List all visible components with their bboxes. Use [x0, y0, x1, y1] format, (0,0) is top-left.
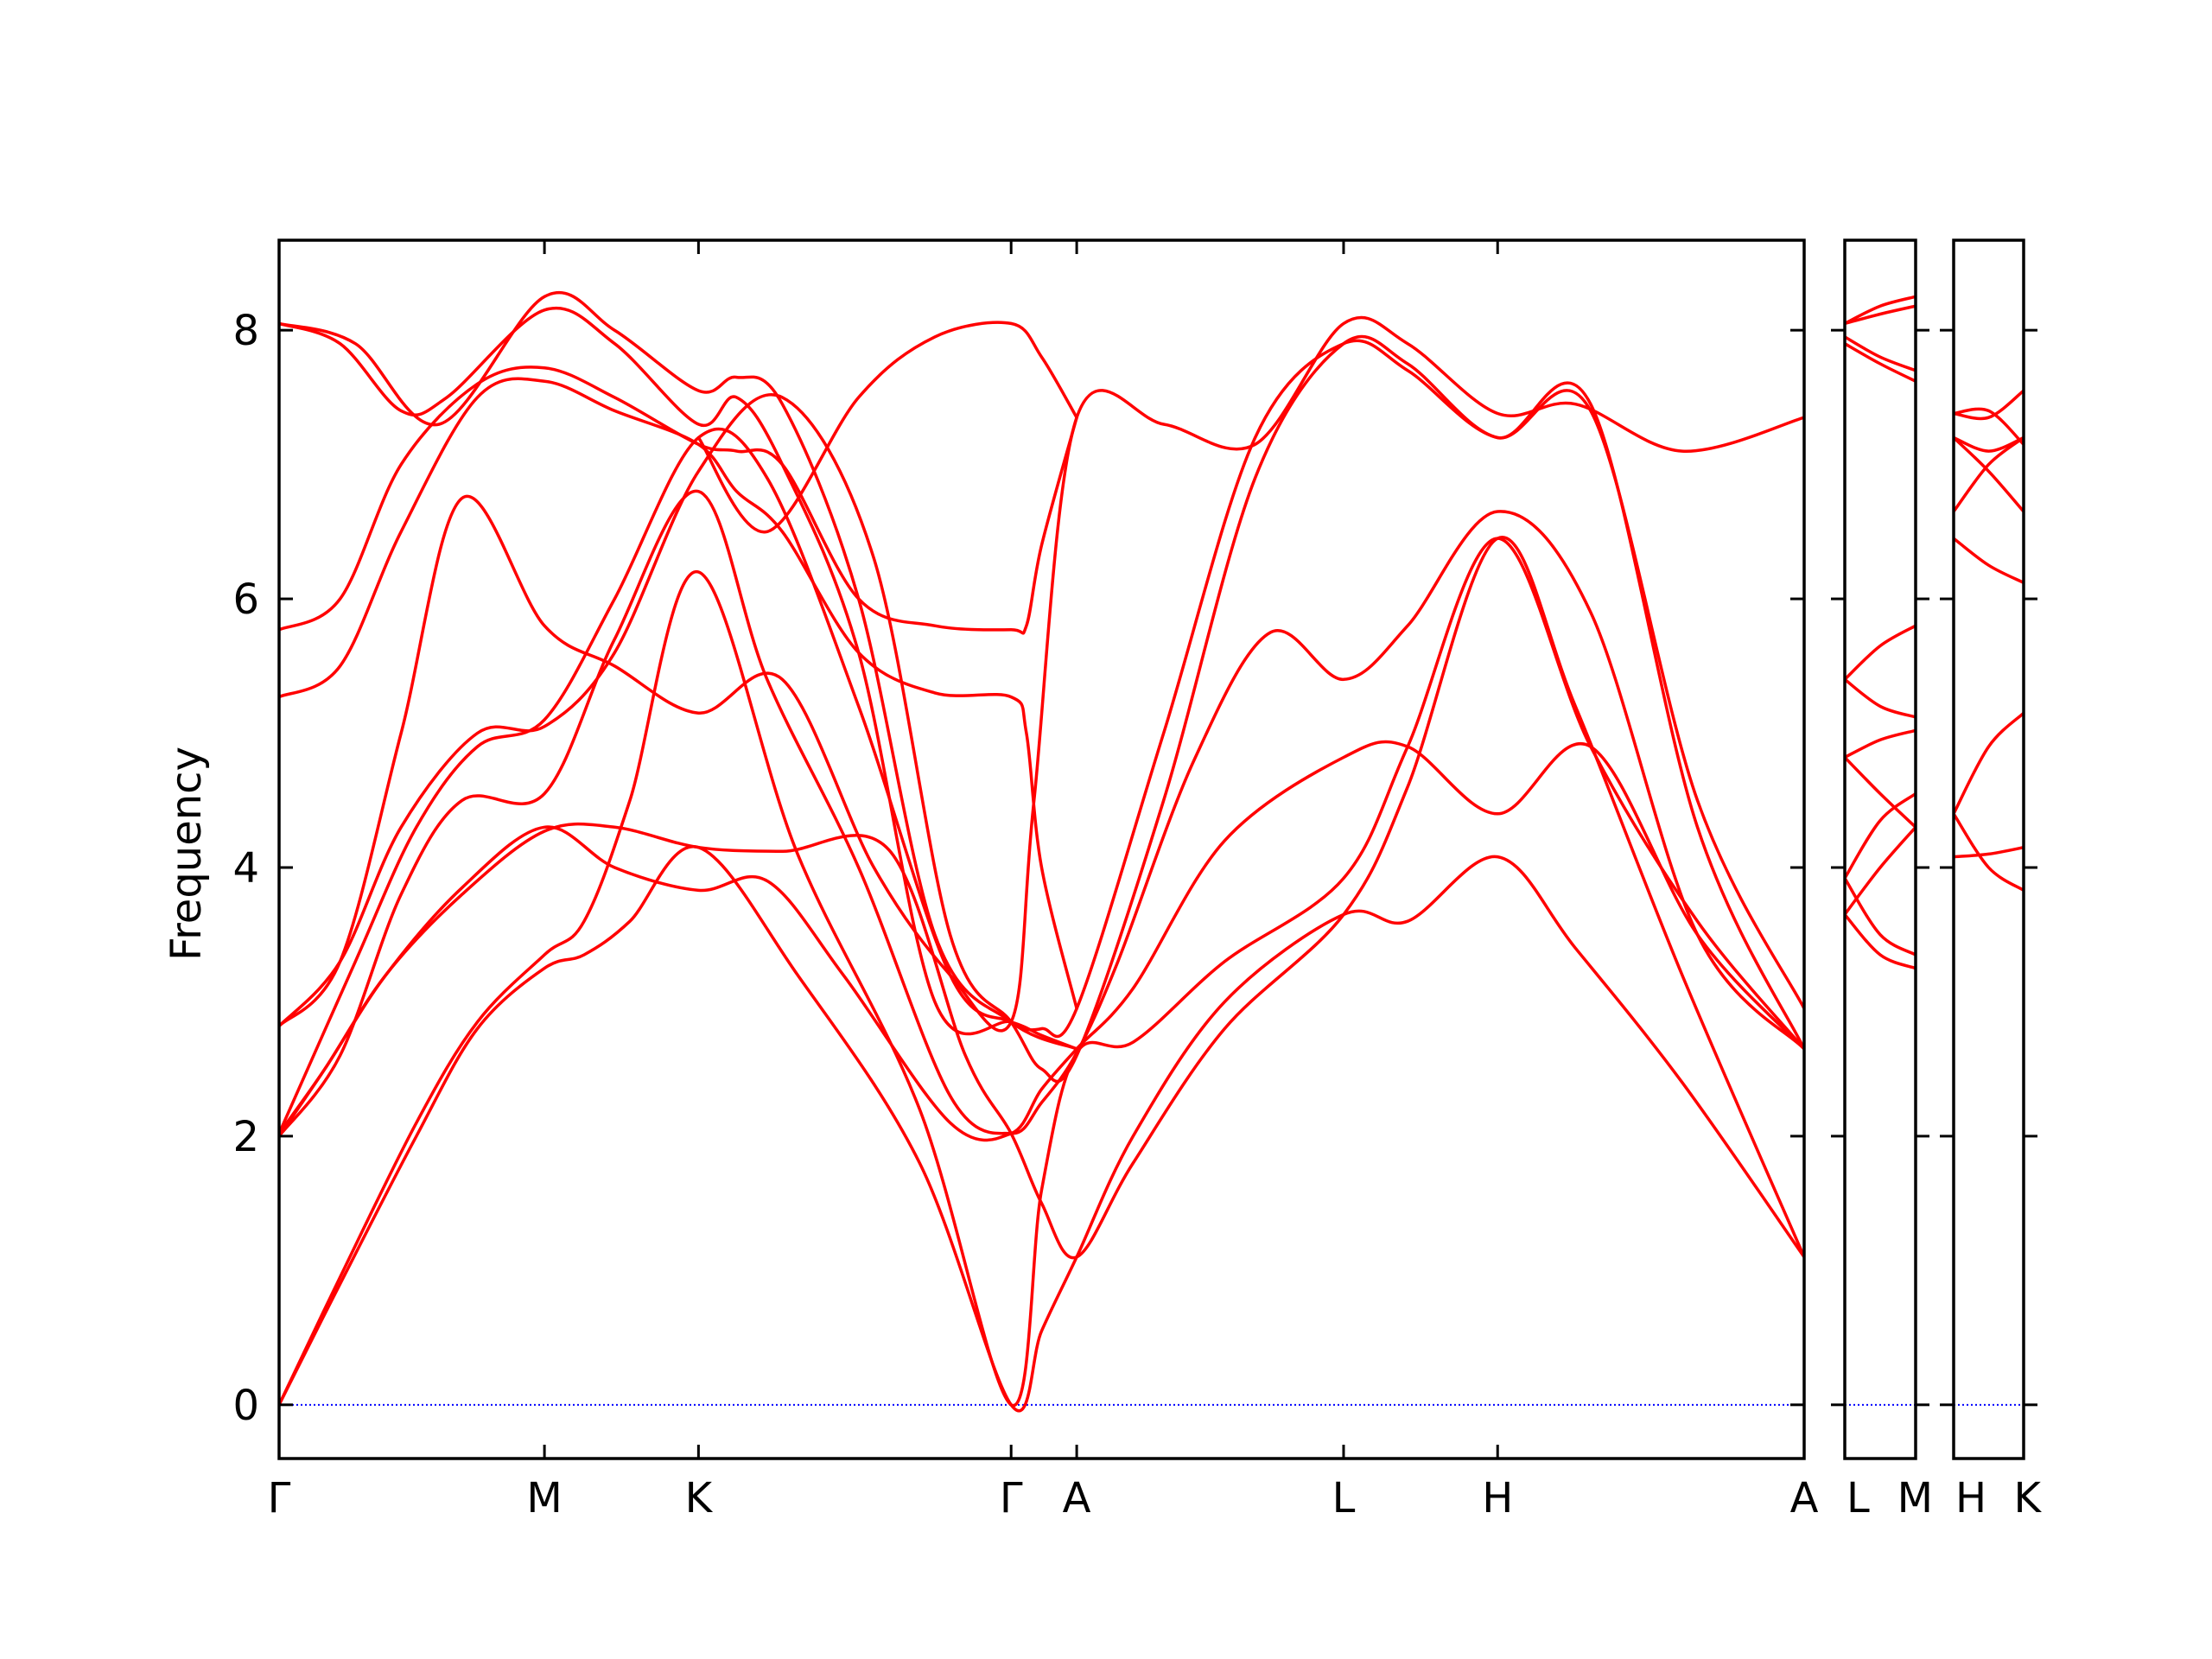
x-tick-label: A — [1790, 1474, 1819, 1522]
band-line-7 — [1845, 728, 1916, 760]
band-group — [279, 290, 1804, 1413]
x-tick-label: L — [1332, 1474, 1356, 1522]
band-line-2 — [279, 537, 1804, 1408]
x-tick-label: K — [685, 1474, 714, 1522]
y-tick-label: 8 — [232, 307, 259, 355]
y-tick-label: 2 — [232, 1113, 259, 1161]
band-line-5 — [1954, 435, 2024, 513]
x-tick-label: Γ — [268, 1474, 291, 1522]
band-group — [1954, 389, 2024, 893]
band-line-3 — [1845, 335, 1916, 372]
band-line-4 — [1954, 435, 2024, 513]
x-tick-label: M — [1897, 1474, 1933, 1522]
x-tick-label: H — [1482, 1474, 1513, 1522]
band-line-1 — [1954, 389, 2024, 421]
band-line-5 — [279, 489, 1804, 1138]
band-line-2 — [1954, 407, 2024, 447]
x-tick-label: A — [1063, 1474, 1091, 1522]
band-line-7 — [1954, 711, 2024, 816]
y-tick-label: 6 — [232, 575, 259, 624]
x-tick-label: Γ — [1000, 1474, 1023, 1522]
y-axis-ticks: 0 2 4 6 8 — [232, 307, 259, 1430]
band-line-9 — [279, 377, 1078, 1010]
band-line-1 — [279, 845, 1804, 1413]
band-line-6 — [279, 339, 1804, 1135]
band-line-11 — [279, 306, 1078, 1051]
band-line-8 — [1845, 755, 1916, 830]
y-tick-label: 0 — [232, 1382, 259, 1430]
band-line-11 — [1845, 825, 1916, 917]
band-line-13 — [696, 321, 1078, 534]
band-line-10 — [279, 365, 1078, 635]
band-line-8 — [1954, 812, 2024, 893]
band-group — [1845, 295, 1916, 970]
band-line-5 — [1845, 624, 1916, 682]
x-tick-label: L — [1847, 1474, 1870, 1522]
band-line-12 — [279, 290, 1078, 1051]
panel-frame — [277, 238, 1806, 1460]
band-line-12 — [1845, 912, 1916, 970]
y-axis-label: Frequency — [162, 747, 211, 961]
x-tick-label: H — [1955, 1474, 1986, 1522]
x-tick-label: M — [526, 1474, 562, 1522]
band-line-8 — [279, 315, 1804, 1033]
band-line-6 — [1954, 537, 2024, 585]
panel-frame — [1952, 238, 2025, 1460]
x-tick-label: K — [2014, 1474, 2043, 1522]
band-line-6 — [1845, 677, 1916, 719]
panel-frame — [1843, 238, 1917, 1460]
band-line-4 — [1845, 341, 1916, 383]
band-line-2 — [1845, 304, 1916, 326]
band-line-1 — [1845, 295, 1916, 326]
band-line-10 — [1845, 876, 1916, 957]
band-line-9 — [1845, 791, 1916, 880]
band-line-3 — [279, 536, 1804, 1260]
band-line-9 — [1954, 845, 2024, 859]
band-line-4 — [279, 740, 1804, 1142]
y-tick-label: 4 — [232, 844, 259, 893]
